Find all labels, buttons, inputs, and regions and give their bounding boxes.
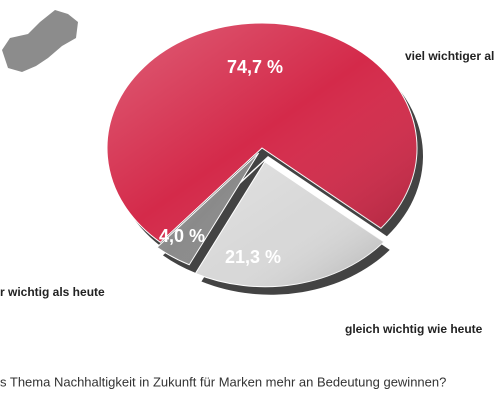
pie: [106, 22, 423, 295]
value-label: 21,3 %: [225, 247, 281, 267]
question: s Thema Nachhaltigkeit in Zukunft für Ma…: [0, 374, 446, 389]
value-label: 74,7 %: [227, 57, 283, 77]
map-icon: [2, 10, 78, 72]
category-label: viel wichtiger al: [405, 49, 494, 63]
category-label: r wichtig als heute: [0, 285, 105, 299]
category-label: gleich wichtig wie heute: [345, 322, 483, 336]
value-label: 4,0 %: [159, 226, 205, 246]
slice-shine: [195, 161, 384, 287]
slice-shine: [156, 152, 259, 265]
slice-shine: [106, 22, 417, 243]
